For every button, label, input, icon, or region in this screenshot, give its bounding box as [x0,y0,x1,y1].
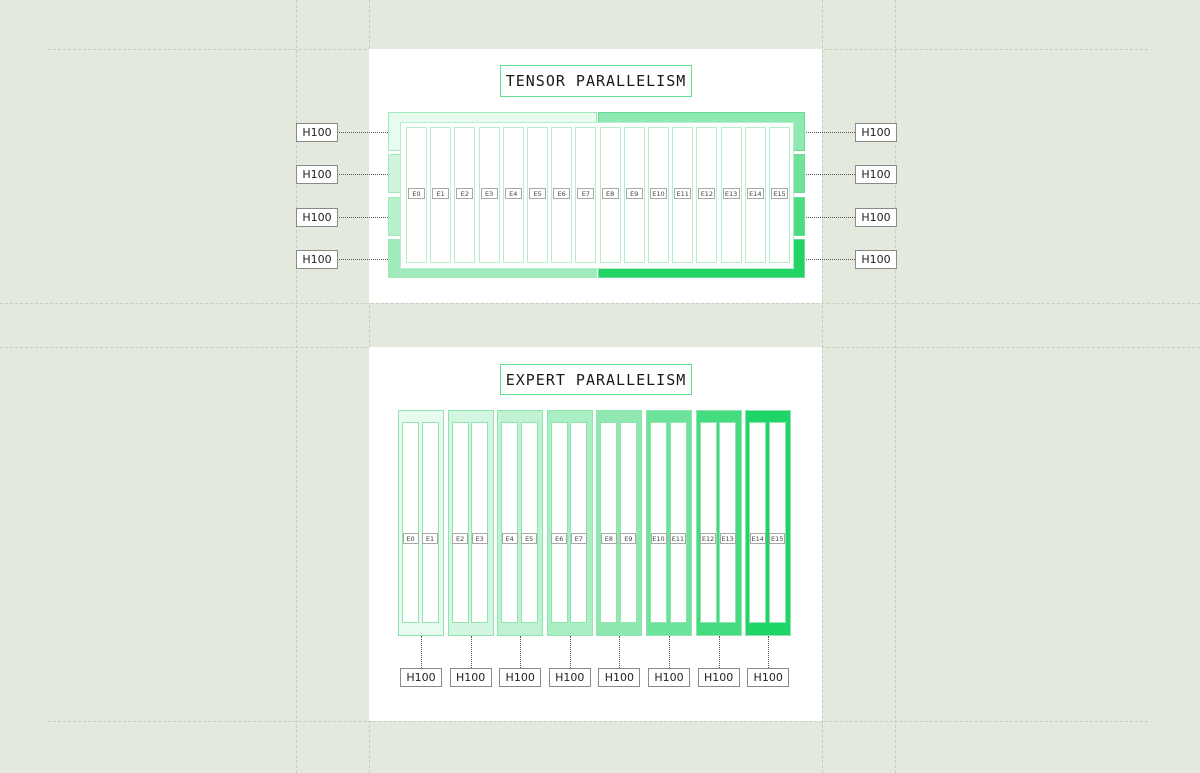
h100-label-right: H100 [855,250,897,269]
h100-label: H100 [648,668,690,687]
expert-label: E6 [551,533,568,544]
expert-label: E3 [471,533,488,544]
h100-label: H100 [449,668,492,687]
expert-column [719,422,737,623]
expert-column [501,422,519,623]
expert-column [650,422,667,623]
h100-label-right: H100 [855,165,897,184]
guide-line [895,0,896,773]
expert-label: E12 [698,188,716,199]
connector-line [339,217,388,218]
expert-column [471,422,489,623]
expert-label: E1 [422,533,438,544]
h100-label: H100 [400,668,442,687]
h100-label-left: H100 [296,165,338,184]
expert-label: E9 [620,533,637,544]
h100-label-right: H100 [855,208,897,227]
expert-column [669,422,687,623]
expert-label: E14 [746,188,764,199]
expert-label: E0 [402,533,419,544]
expert-title: EXPERT PARALLELISM [500,364,692,395]
expert-label: E2 [456,188,474,199]
expert-label: E7 [570,533,587,544]
expert-label: E0 [408,188,425,199]
connector-line [470,636,472,668]
guide-line [48,721,1148,722]
h100-label-right: H100 [855,123,897,142]
expert-label: E9 [625,188,643,199]
h100-label: H100 [598,668,641,687]
expert-label: E14 [749,533,766,544]
expert-column [421,422,439,623]
guide-line [296,0,297,773]
expert-label: E7 [577,188,595,199]
expert-label: E10 [650,188,667,199]
expert-column [699,422,717,623]
expert-column [451,422,469,623]
connector-line [339,259,388,260]
tensor-title: TENSOR PARALLELISM [500,65,692,97]
expert-label: E6 [553,188,571,199]
expert-label: E11 [670,533,686,544]
expert-label: E3 [480,188,498,199]
connector-line [806,174,855,175]
expert-label: E15 [769,533,786,544]
expert-label: E11 [674,188,692,199]
connector-line [669,636,670,668]
h100-label-left: H100 [296,250,338,269]
guide-line [0,303,1200,304]
h100-label-left: H100 [296,123,338,142]
h100-label: H100 [747,668,790,687]
expert-column [570,422,588,623]
connector-line [619,636,621,668]
connector-line [806,217,855,218]
expert-label: E13 [719,533,736,544]
expert-label: E5 [521,533,538,544]
expert-label: E2 [452,533,469,544]
h100-label: H100 [499,668,542,687]
connector-line [339,132,388,133]
expert-column [402,422,419,623]
h100-label: H100 [697,668,740,687]
h100-label: H100 [548,668,591,687]
expert-label: E15 [771,188,788,199]
expert-column [619,422,637,623]
connector-line [421,636,422,668]
expert-label: E4 [501,533,518,544]
connector-line [339,174,388,175]
expert-column [550,422,568,623]
connector-line [520,636,522,668]
expert-label: E13 [722,188,740,199]
expert-column [520,422,538,623]
expert-column [600,422,618,623]
connector-line [806,132,855,133]
expert-parallelism-panel: EXPERT PARALLELISM [369,347,822,721]
guide-line [822,0,823,773]
expert-label: E8 [601,188,619,199]
expert-column [749,422,767,623]
expert-label: E4 [504,188,522,199]
connector-line [569,636,571,668]
expert-column [768,422,786,623]
connector-line [768,636,770,668]
expert-label: E12 [700,533,717,544]
expert-label: E8 [600,533,617,544]
connector-line [718,636,720,668]
expert-label: E1 [432,188,450,199]
expert-label: E5 [529,188,546,199]
expert-label: E10 [650,533,667,544]
h100-label-left: H100 [296,208,338,227]
connector-line [806,259,855,260]
